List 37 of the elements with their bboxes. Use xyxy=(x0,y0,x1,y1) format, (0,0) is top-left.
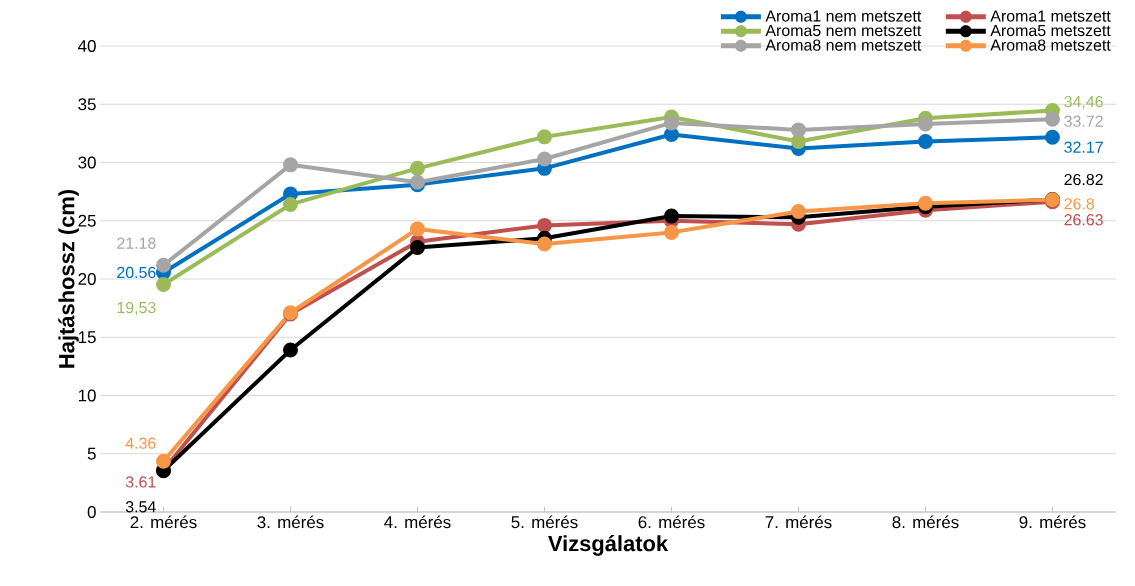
x-tick-label: 6. mérés xyxy=(638,515,705,529)
y-axis-title: Hajtáshossz (cm) xyxy=(58,190,79,368)
data-label: 4.36 xyxy=(125,437,156,449)
data-label: 34,46 xyxy=(1064,95,1103,110)
x-tick-label: 9. mérés xyxy=(1019,515,1086,529)
data-label: 19,53 xyxy=(117,301,156,316)
y-tick-label: 20 xyxy=(78,273,96,285)
x-tick-label: 7. mérés xyxy=(765,515,832,529)
y-tick-label: 10 xyxy=(78,389,96,402)
y-tick-label: 15 xyxy=(78,331,96,344)
data-label: 21.18 xyxy=(117,237,156,249)
data-label: 33.72 xyxy=(1064,115,1103,127)
data-label: 3.54 xyxy=(125,501,156,513)
x-tick-label: 5. mérés xyxy=(511,515,578,529)
x-tick-label: 3. mérés xyxy=(257,515,324,529)
y-tick-label: 0 xyxy=(87,506,96,518)
legend-label: Aroma8 nem metszett xyxy=(765,39,922,51)
legend-label: Aroma5 metszett xyxy=(990,25,1111,37)
legend-label: Aroma5 nem metszett xyxy=(765,25,922,37)
y-tick-label: 40 xyxy=(78,40,96,52)
legend-label: Aroma8 metszett xyxy=(990,39,1111,51)
y-tick-label: 25 xyxy=(78,214,96,227)
legend-label: Aroma1 metszett xyxy=(990,10,1111,22)
y-tick-label: 5 xyxy=(87,447,96,460)
data-label: 26.82 xyxy=(1064,173,1103,186)
data-label: 26.8 xyxy=(1064,198,1095,210)
x-tick-label: 2. mérés xyxy=(130,515,197,529)
x-axis-title: Vizsgálatok xyxy=(548,534,669,556)
data-label: 20.56 xyxy=(117,266,156,279)
data-label: 26.63 xyxy=(1064,214,1103,226)
x-tick-label: 8. mérés xyxy=(892,515,959,529)
y-tick-label: 30 xyxy=(78,156,96,169)
x-tick-label: 4. mérés xyxy=(384,515,451,529)
legend-label: Aroma1 nem metszett xyxy=(765,10,922,22)
data-label: 3.61 xyxy=(125,476,156,488)
y-tick-label: 35 xyxy=(78,98,96,111)
data-label: 32.17 xyxy=(1064,141,1103,153)
